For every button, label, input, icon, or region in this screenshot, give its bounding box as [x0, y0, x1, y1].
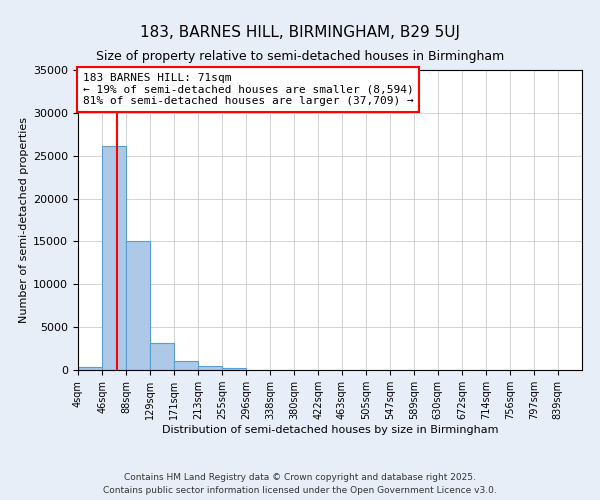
Bar [198, 366, 222, 370]
Text: 183 BARNES HILL: 71sqm
← 19% of semi-detached houses are smaller (8,594)
81% of : 183 BARNES HILL: 71sqm ← 19% of semi-det… [83, 73, 414, 106]
Bar [126, 240, 150, 370]
Y-axis label: Number of semi-detached properties: Number of semi-detached properties [19, 117, 29, 323]
Bar [150, 344, 174, 370]
Text: 183, BARNES HILL, BIRMINGHAM, B29 5UJ: 183, BARNES HILL, BIRMINGHAM, B29 5UJ [140, 25, 460, 40]
Bar [78, 366, 102, 370]
Bar [102, 146, 126, 370]
X-axis label: Distribution of semi-detached houses by size in Birmingham: Distribution of semi-detached houses by … [162, 425, 498, 435]
Bar [174, 360, 198, 370]
Bar [222, 368, 246, 370]
Text: Contains HM Land Registry data © Crown copyright and database right 2025.
Contai: Contains HM Land Registry data © Crown c… [103, 474, 497, 495]
Text: Size of property relative to semi-detached houses in Birmingham: Size of property relative to semi-detach… [96, 50, 504, 63]
